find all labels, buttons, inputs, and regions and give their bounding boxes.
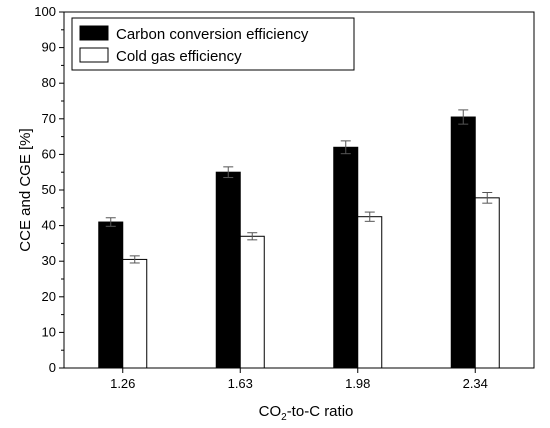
y-tick-label: 80 (42, 75, 56, 90)
x-tick-label: 2.34 (463, 376, 488, 391)
y-tick-label: 0 (49, 360, 56, 375)
y-tick-label: 90 (42, 40, 56, 55)
y-axis-title: CCE and CGE [%] (17, 128, 34, 251)
legend-swatch (79, 47, 109, 63)
y-tick-label: 60 (42, 146, 56, 161)
y-tick-label: 40 (42, 218, 56, 233)
legend-frame (71, 17, 355, 71)
y-tick-label: 20 (42, 289, 56, 304)
x-tick-label: 1.98 (345, 376, 370, 391)
x-axis-title-subscript: 2 (281, 412, 287, 423)
legend-swatch (79, 25, 109, 41)
y-tick-label: 100 (34, 4, 56, 19)
y-tick-label: 50 (42, 182, 56, 197)
bar-cold-gas (122, 258, 148, 369)
x-axis-title-main: CO (259, 403, 282, 420)
bar-carbon-conversion (215, 171, 241, 369)
bar-carbon-conversion (98, 221, 124, 369)
x-tick-label: 1.26 (110, 376, 135, 391)
x-tick-label: 1.63 (228, 376, 253, 391)
x-axis-title: CO2-to-C ratio (259, 403, 354, 423)
bar-cold-gas (474, 197, 500, 369)
y-tick-label: 10 (42, 324, 56, 339)
bar-carbon-conversion (333, 146, 359, 369)
plot-area: 0 10 20 30 40 50 60 70 80 90 100 1.26 1.63 1.98 2.34 (34, 4, 535, 391)
bar-carbon-conversion (450, 116, 476, 369)
legend-label: Carbon conversion efficiency (116, 26, 309, 43)
y-tick-label: 70 (42, 111, 56, 126)
bar-cold-gas (357, 216, 383, 369)
x-axis-title-tail: -to-C ratio (287, 403, 354, 420)
legend-label: Cold gas efficiency (116, 48, 242, 65)
bar-cold-gas (239, 235, 265, 369)
y-tick-label: 30 (42, 253, 56, 268)
legend: Carbon conversion efficiency Cold gas eff… (71, 17, 355, 71)
